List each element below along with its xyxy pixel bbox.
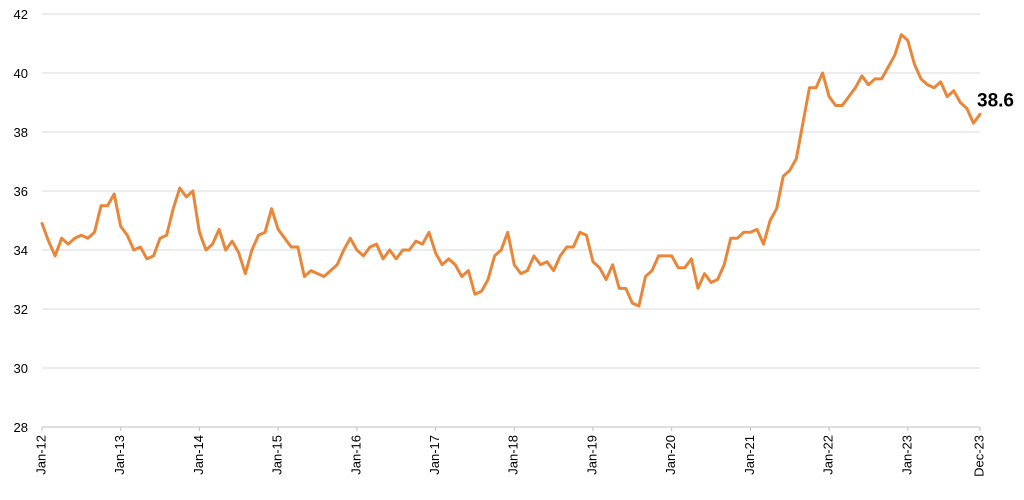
x-tick-label: Jan-15 (270, 435, 285, 475)
series-line-0 (40, 33, 982, 308)
x-tick-label: Jan-12 (33, 435, 48, 475)
y-axis-ticks: 28 30 32 34 36 38 40 42 (14, 7, 28, 435)
x-tick-label: Dec-23 (971, 435, 986, 477)
last-value-label: 38.6 (977, 90, 1014, 111)
y-tick-label: 36 (14, 184, 28, 199)
x-axis-ticks: Jan-12 Jan-13 Jan-14 Jan-15 Jan-16 Jan-17 Jan-… (33, 427, 986, 477)
gridlines (42, 13, 980, 428)
x-tick-label: Jan-17 (427, 435, 442, 475)
y-tick-label: 38 (14, 125, 28, 140)
x-tick-label: Jan-19 (584, 435, 599, 475)
y-tick-label: 30 (14, 361, 28, 376)
x-tick-label: Jan-21 (742, 435, 757, 475)
x-tick-label: Jan-18 (506, 435, 521, 475)
data-labels: 38.6 (977, 90, 1014, 111)
x-tick-label: Jan-20 (663, 435, 678, 475)
y-tick-label: 28 (14, 420, 28, 435)
x-tick-label: Jan-13 (112, 435, 127, 475)
y-tick-label: 42 (14, 7, 28, 22)
y-tick-label: 40 (14, 66, 28, 81)
series-lines (40, 33, 982, 308)
y-tick-label: 34 (14, 243, 28, 258)
x-tick-label: Jan-22 (821, 435, 836, 475)
y-tick-label: 32 (14, 302, 28, 317)
x-tick-label: Jan-14 (191, 435, 206, 475)
x-tick-label: Jan-23 (899, 435, 914, 475)
x-tick-label: Jan-16 (348, 435, 363, 475)
